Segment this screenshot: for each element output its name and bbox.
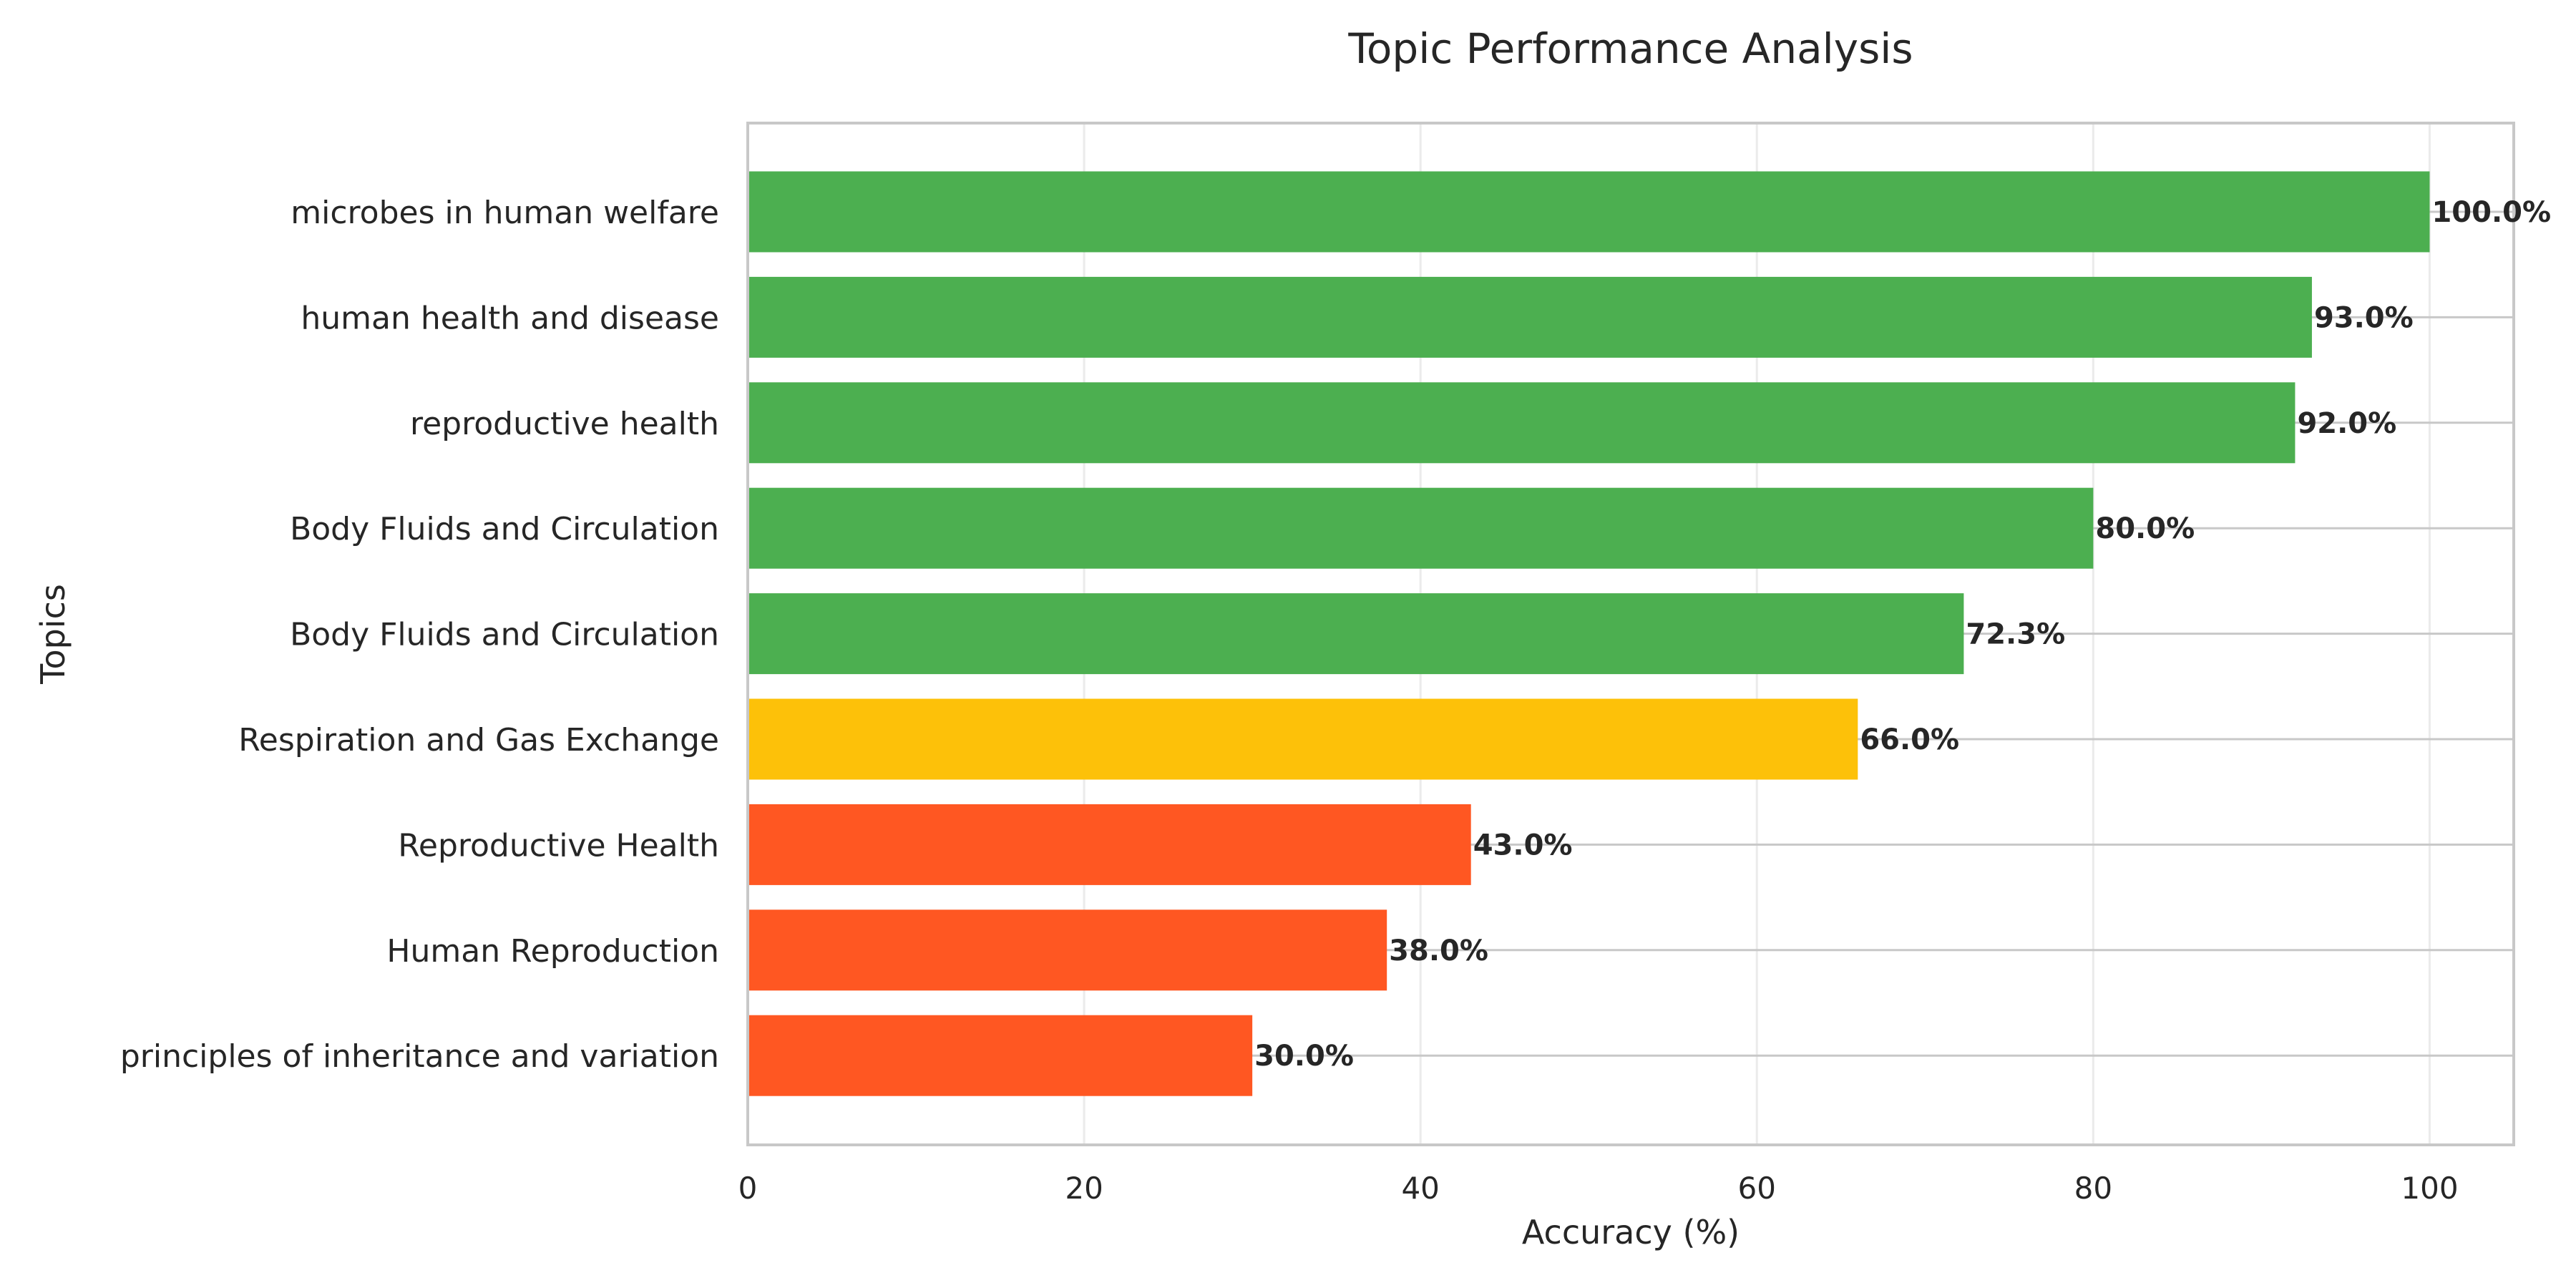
y-tick-label: Reproductive Health [398,827,719,864]
bar [748,171,2430,253]
chart-title: Topic Performance Analysis [1347,24,1913,73]
bar [748,698,1858,780]
y-tick-label: human health and disease [301,300,719,336]
y-tick-label: Body Fluids and Circulation [290,617,719,653]
bar [748,593,1964,675]
data-labels: 100.0% 93.0% 92.0% 80.0% 72.3% 66.0% 43.0% 38.0… [1254,196,2551,1073]
x-tick-label: 0 [738,1171,758,1206]
bar [748,1015,1253,1096]
plot-frame [746,122,2515,1146]
y-tick-label: Human Reproduction [386,933,719,970]
y-tick-label: Body Fluids and Circulation [290,511,719,547]
y-tick-label: microbes in human welfare [291,195,719,231]
bar [748,909,1387,991]
x-tick-label: 100 [2401,1171,2458,1206]
y-tick-label: Respiration and Gas Exchange [238,722,719,758]
bar [748,382,2296,464]
bar-value-label: 100.0% [2431,196,2551,229]
bar [748,487,2094,569]
x-tick-label: 60 [1738,1171,1776,1206]
y-tick-labels: microbes in human welfare human health an… [120,195,719,1075]
bar-value-label: 43.0% [1473,829,1573,862]
bar [748,276,2312,358]
bar-value-label: 66.0% [1860,723,1959,756]
y-axis-label: Topics [34,584,72,685]
y-tick-label: principles of inheritance and variation [120,1038,719,1075]
y-tick-label: reproductive health [410,406,719,442]
bar-value-label: 93.0% [2314,301,2414,334]
x-tick-labels: 0 20 40 60 80 100 [738,1171,2459,1206]
x-tick-label: 80 [2074,1171,2112,1206]
x-axis-label: Accuracy (%) [1522,1213,1740,1252]
x-tick-label: 20 [1065,1171,1103,1206]
bar-value-label: 72.3% [1966,618,2065,651]
bar-value-label: 92.0% [2297,407,2396,440]
bar-value-label: 30.0% [1254,1040,1354,1073]
bar [748,804,1471,885]
bar-value-label: 80.0% [2095,512,2195,545]
bar-value-label: 38.0% [1389,935,1488,967]
x-tick-label: 40 [1401,1171,1439,1206]
bars [748,171,2430,1096]
